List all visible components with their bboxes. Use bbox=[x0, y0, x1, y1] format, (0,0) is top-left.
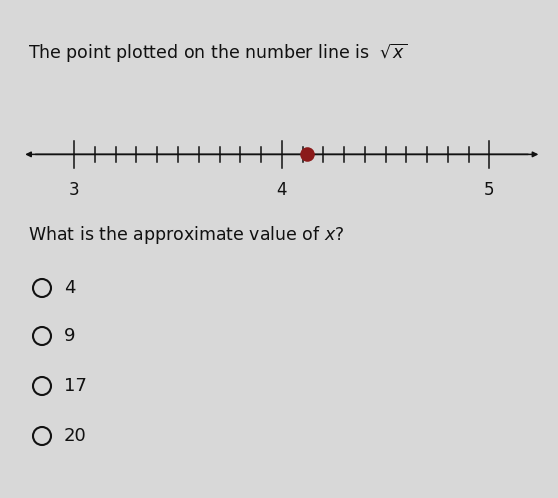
Text: 17: 17 bbox=[64, 377, 87, 395]
Text: The point plotted on the number line is  $\sqrt{x}$: The point plotted on the number line is … bbox=[28, 42, 407, 65]
Text: 5: 5 bbox=[484, 181, 494, 199]
Text: 4: 4 bbox=[64, 279, 75, 297]
Text: 3: 3 bbox=[69, 181, 80, 199]
Text: 9: 9 bbox=[64, 327, 75, 345]
Point bbox=[302, 150, 311, 158]
Text: 4: 4 bbox=[277, 181, 287, 199]
Text: 20: 20 bbox=[64, 427, 86, 445]
Text: What is the approximate value of $x$?: What is the approximate value of $x$? bbox=[28, 224, 344, 246]
